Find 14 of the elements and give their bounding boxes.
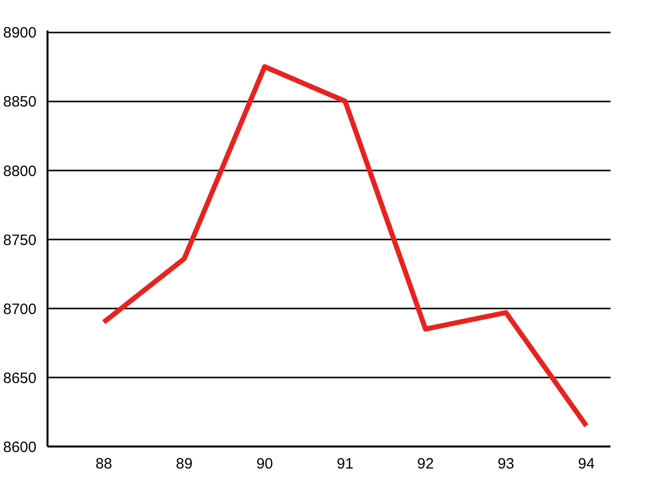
x-tick-label: 91: [336, 456, 354, 472]
x-tick-label: 94: [578, 456, 595, 472]
x-tick-label: 89: [176, 456, 193, 472]
y-tick-label: 8600: [3, 439, 37, 456]
y-tick-label: 8900: [3, 24, 37, 42]
y-tick-label: 8650: [3, 370, 37, 387]
y-tick-label: 8750: [3, 232, 37, 249]
y-tick-label: 8850: [3, 94, 37, 111]
x-tick-label: 90: [256, 456, 273, 472]
x-tick-label: 93: [498, 456, 514, 472]
x-tick-label: 88: [95, 456, 112, 472]
x-tick-label: 92: [417, 456, 434, 472]
y-tick-label: 8700: [3, 300, 37, 318]
y-tick-label: 8800: [3, 162, 37, 180]
